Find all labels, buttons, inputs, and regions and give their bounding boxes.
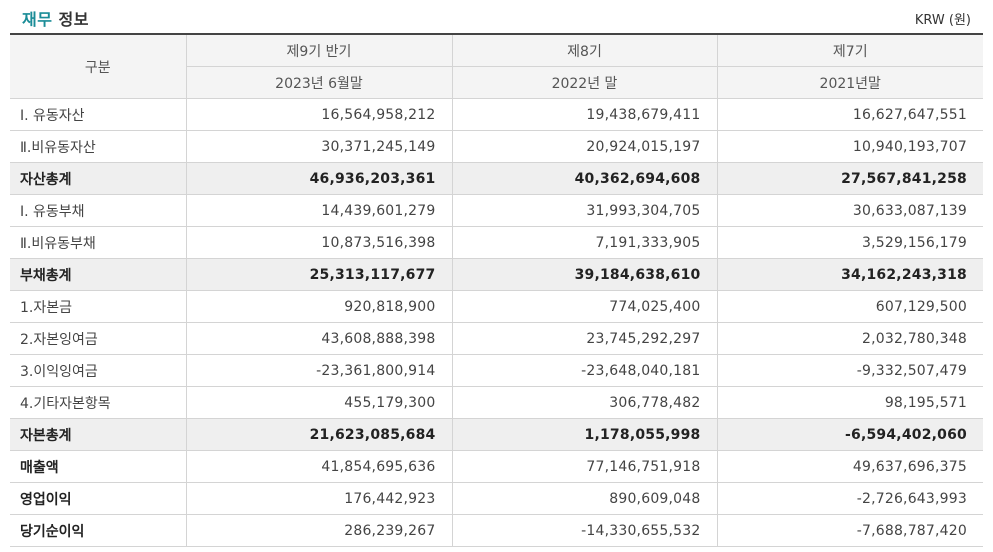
total-row: 자산총계 46,936,203,361 40,362,694,608 27,56… — [10, 162, 983, 195]
row-value: 30,633,087,139 — [716, 194, 983, 227]
table-row: 매출액 41,854,695,636 77,146,751,918 49,637… — [10, 450, 983, 483]
row-value: 77,146,751,918 — [451, 450, 718, 483]
period-date: 2022년 말 — [451, 66, 718, 99]
currency-unit: KRW (원) — [914, 13, 971, 28]
row-value: 286,239,267 — [185, 514, 453, 547]
table-row: 2.자본잉여금 43,608,888,398 23,745,292,297 2,… — [10, 322, 983, 355]
row-value: 41,854,695,636 — [185, 450, 453, 483]
row-value: 21,623,085,684 — [185, 418, 453, 451]
row-label: 매출액 — [10, 450, 187, 483]
row-value: 16,627,647,551 — [716, 98, 983, 131]
row-label: 4.기타자본항목 — [10, 386, 187, 419]
row-value: 46,936,203,361 — [185, 162, 453, 195]
row-value: 2,032,780,348 — [716, 322, 983, 355]
table-row: Ⅱ.비유동자산 30,371,245,149 20,924,015,197 10… — [10, 130, 983, 163]
row-value: 306,778,482 — [451, 386, 718, 419]
row-label: 1.자본금 — [10, 290, 187, 323]
row-label: 3.이익잉여금 — [10, 354, 187, 387]
table-row: 4.기타자본항목 455,179,300 306,778,482 98,195,… — [10, 386, 983, 419]
table-row: 3.이익잉여금 -23,361,800,914 -23,648,040,181 … — [10, 354, 983, 387]
table-row: 당기순이익 286,239,267 -14,330,655,532 -7,688… — [10, 514, 983, 547]
row-value: 30,371,245,149 — [185, 130, 453, 163]
row-value: 774,025,400 — [451, 290, 718, 323]
row-label: 자본총계 — [10, 418, 187, 451]
row-value: 16,564,958,212 — [185, 98, 453, 131]
row-value: 607,129,500 — [716, 290, 983, 323]
table-row: Ⅰ. 유동부채 14,439,601,279 31,993,304,705 30… — [10, 194, 983, 227]
row-value: 10,873,516,398 — [185, 226, 453, 259]
period-label: 제8기 — [451, 33, 718, 67]
row-value: 40,362,694,608 — [451, 162, 718, 195]
section-header: 재무 정보 KRW (원) — [0, 0, 993, 34]
row-value: 31,993,304,705 — [451, 194, 718, 227]
row-value: 3,529,156,179 — [716, 226, 983, 259]
row-value: -14,330,655,532 — [451, 514, 718, 547]
row-value: -7,688,787,420 — [716, 514, 983, 547]
row-value: 43,608,888,398 — [185, 322, 453, 355]
period-date: 2023년 6월말 — [186, 66, 453, 99]
table-row: Ⅱ.비유동부채 10,873,516,398 7,191,333,905 3,5… — [10, 226, 983, 259]
row-label: Ⅱ.비유동부채 — [10, 226, 187, 259]
row-label: 2.자본잉여금 — [10, 322, 187, 355]
table-row: Ⅰ. 유동자산 16,564,958,212 19,438,679,411 16… — [10, 98, 983, 131]
row-value: 455,179,300 — [185, 386, 453, 419]
row-label: Ⅱ.비유동자산 — [10, 130, 187, 163]
row-value: -23,648,040,181 — [451, 354, 718, 387]
row-value: 1,178,055,998 — [451, 418, 718, 451]
row-value: -2,726,643,993 — [716, 482, 983, 515]
title-rest: 정보 — [58, 10, 89, 29]
row-value: 10,940,193,707 — [716, 130, 983, 163]
row-label: 영업이익 — [10, 482, 187, 515]
row-value: 39,184,638,610 — [451, 258, 718, 291]
row-value: 890,609,048 — [451, 482, 718, 515]
row-value: -23,361,800,914 — [185, 354, 453, 387]
section-title: 재무 정보 — [22, 6, 89, 30]
row-value: 23,745,292,297 — [451, 322, 718, 355]
row-label: Ⅰ. 유동자산 — [10, 98, 187, 131]
row-value: 7,191,333,905 — [451, 226, 718, 259]
row-label: Ⅰ. 유동부채 — [10, 194, 187, 227]
row-value: 920,818,900 — [185, 290, 453, 323]
row-value: 98,195,571 — [716, 386, 983, 419]
row-value: -9,332,507,479 — [716, 354, 983, 387]
financial-table: 구분 제9기 반기 제8기 제7기 2023년 6월말 2022년 말 2021… — [10, 33, 983, 547]
row-value: -6,594,402,060 — [716, 418, 983, 451]
table-row: 영업이익 176,442,923 890,609,048 -2,726,643,… — [10, 482, 983, 515]
row-label: 자산총계 — [10, 162, 187, 195]
period-date: 2021년말 — [716, 66, 983, 99]
row-value: 49,637,696,375 — [716, 450, 983, 483]
row-value: 27,567,841,258 — [716, 162, 983, 195]
row-label: 부채총계 — [10, 258, 187, 291]
row-value: 25,313,117,677 — [185, 258, 453, 291]
row-value: 176,442,923 — [185, 482, 453, 515]
total-row: 부채총계 25,313,117,677 39,184,638,610 34,16… — [10, 258, 983, 291]
total-row: 자본총계 21,623,085,684 1,178,055,998 -6,594… — [10, 418, 983, 451]
row-value: 20,924,015,197 — [451, 130, 718, 163]
row-label: 당기순이익 — [10, 514, 187, 547]
period-label: 제9기 반기 — [185, 33, 453, 67]
header-corner: 구분 — [10, 33, 187, 99]
row-value: 34,162,243,318 — [716, 258, 983, 291]
row-value: 14,439,601,279 — [185, 194, 453, 227]
period-label: 제7기 — [716, 33, 983, 67]
row-value: 19,438,679,411 — [451, 98, 718, 131]
table-row: 1.자본금 920,818,900 774,025,400 607,129,50… — [10, 290, 983, 323]
title-accent: 재무 — [22, 10, 53, 29]
